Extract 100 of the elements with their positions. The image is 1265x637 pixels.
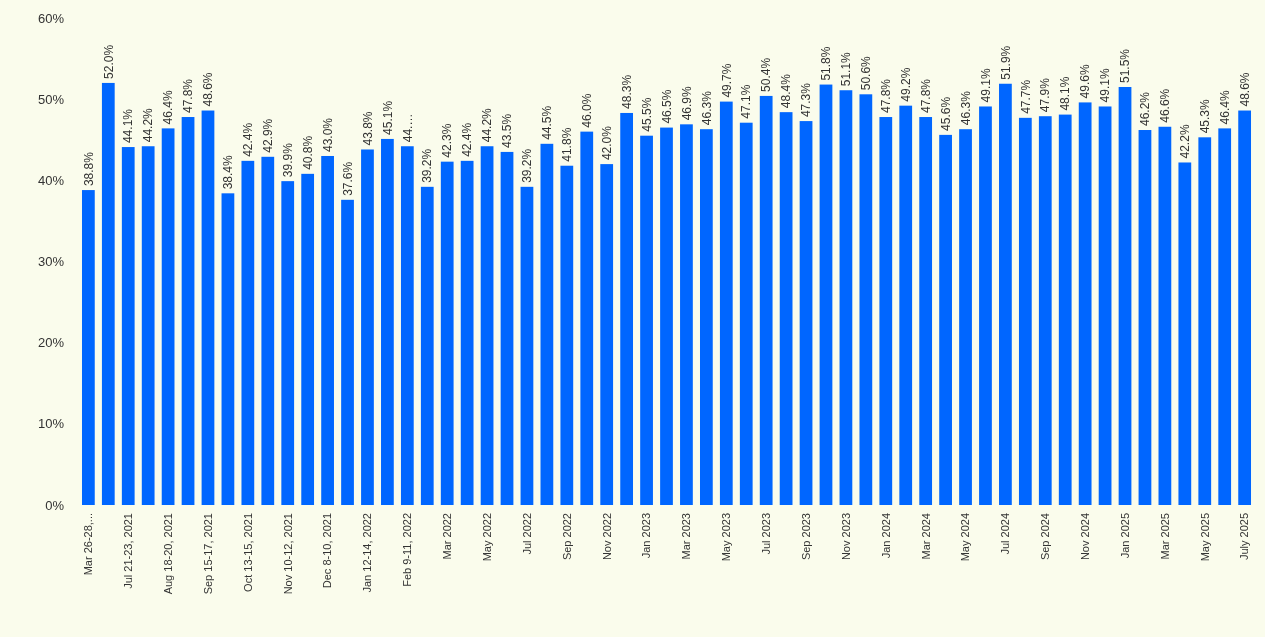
x-tick-label: Nov 10-12, 2021 (281, 513, 294, 595)
bar (859, 94, 873, 505)
bar (819, 84, 833, 505)
data-label: 51.5% (1118, 48, 1133, 83)
data-label: 46.4% (1217, 90, 1232, 125)
data-label: 44.2% (141, 107, 156, 143)
data-label: 50.4% (759, 57, 774, 92)
bar (660, 127, 673, 505)
x-tick-label: Aug 18-20, 2021 (161, 513, 174, 595)
x-tick-label: Mar 2024 (919, 513, 932, 560)
x-tick-label: July 2025 (1238, 513, 1251, 561)
data-label: 39.2% (420, 148, 435, 183)
bar (161, 128, 175, 505)
data-label: 48.4% (779, 73, 794, 109)
bar (799, 121, 813, 505)
x-tick-label: Feb 9-11, 2022 (401, 513, 414, 587)
x-tick-label: Mar 2022 (441, 513, 454, 560)
bar (361, 149, 374, 505)
bar (739, 122, 753, 505)
data-label: 46.6% (1158, 88, 1173, 123)
x-tick-label: Jan 12-14, 2022 (361, 513, 374, 593)
bar (241, 160, 255, 505)
data-label: 38.4% (221, 154, 236, 190)
y-tick-label: 30% (37, 254, 65, 270)
data-label: 47.8% (181, 78, 196, 114)
bar (1178, 162, 1192, 505)
x-tick-label: Jul 2022 (520, 513, 533, 555)
data-label: 50.6% (859, 55, 874, 91)
bar (181, 117, 195, 505)
x-tick-label: Sep 2023 (799, 513, 812, 561)
bar (1218, 128, 1232, 505)
x-tick-label: Jul 21-23, 2021 (122, 513, 135, 589)
data-label: 44.5% (540, 105, 555, 140)
data-label: 52.0% (101, 44, 116, 79)
data-label: 43.0% (320, 117, 335, 152)
bar (480, 146, 494, 505)
data-label: 40.8% (300, 135, 315, 170)
bar (281, 181, 295, 505)
bar (1238, 110, 1252, 505)
bar (680, 124, 693, 505)
data-label: 49.1% (1098, 68, 1113, 103)
data-label: 46.5% (659, 89, 674, 124)
x-tick-label: Mar 2023 (680, 513, 693, 560)
bar (520, 186, 534, 505)
x-tick-label: May 2023 (720, 513, 733, 562)
bar (141, 146, 155, 505)
x-tick-label: Mar 26-28,... (82, 513, 95, 576)
bar (460, 160, 474, 505)
data-label: 46.3% (958, 90, 973, 126)
bar (959, 129, 972, 505)
y-tick-label: 10% (37, 416, 65, 432)
x-tick-label: May 2025 (1198, 513, 1211, 562)
data-label: 39.2% (520, 148, 535, 183)
bar (640, 135, 653, 505)
x-tick-label: Nov 2024 (1079, 513, 1091, 561)
bar (301, 173, 315, 505)
bar (580, 131, 594, 505)
y-tick-label: 0% (45, 497, 65, 513)
data-label: 48.3% (619, 74, 634, 109)
data-label: 46.3% (699, 90, 714, 126)
y-tick-label: 60% (37, 10, 65, 26)
bar (759, 95, 773, 505)
data-label: 49.1% (978, 68, 993, 103)
data-label: 47.3% (799, 82, 814, 118)
data-label: 47.8% (878, 78, 893, 114)
data-label: 39.9% (280, 142, 295, 178)
data-label: 42.2% (1178, 124, 1193, 159)
x-tick-label: Jul 2024 (999, 513, 1012, 555)
data-label: 42.3% (440, 123, 455, 158)
data-label: 48.1% (1058, 76, 1073, 111)
data-label: 37.6% (340, 161, 355, 196)
data-label: 48.6% (1237, 72, 1252, 107)
bar (1018, 117, 1032, 505)
data-label: 44.2% (480, 107, 495, 143)
x-tick-label: Nov 2022 (600, 513, 613, 561)
bar (201, 110, 215, 505)
data-label: 47.7% (1018, 79, 1033, 114)
x-tick-label: Mar 2025 (1158, 513, 1171, 560)
bar (1038, 116, 1052, 505)
data-label: 44.1% (121, 108, 136, 144)
bar (540, 143, 554, 505)
data-label: 45.5% (639, 97, 654, 132)
bar (381, 138, 394, 505)
bar (1058, 114, 1072, 505)
data-label: 42.4% (241, 122, 256, 157)
bar (81, 190, 95, 505)
bar (321, 155, 334, 505)
bar (999, 83, 1012, 505)
bar (560, 165, 574, 505)
data-label: 46.0% (579, 93, 594, 128)
bar (221, 193, 235, 505)
bar (261, 156, 275, 505)
data-label: 47.8% (918, 78, 933, 114)
data-label: 42.0% (599, 125, 614, 161)
bar (600, 164, 614, 505)
x-tick-label: Jan 2023 (640, 513, 653, 559)
data-label: 43.8% (360, 111, 375, 146)
bar (939, 134, 952, 505)
data-label: 48.6% (201, 72, 216, 107)
bar (500, 151, 514, 505)
